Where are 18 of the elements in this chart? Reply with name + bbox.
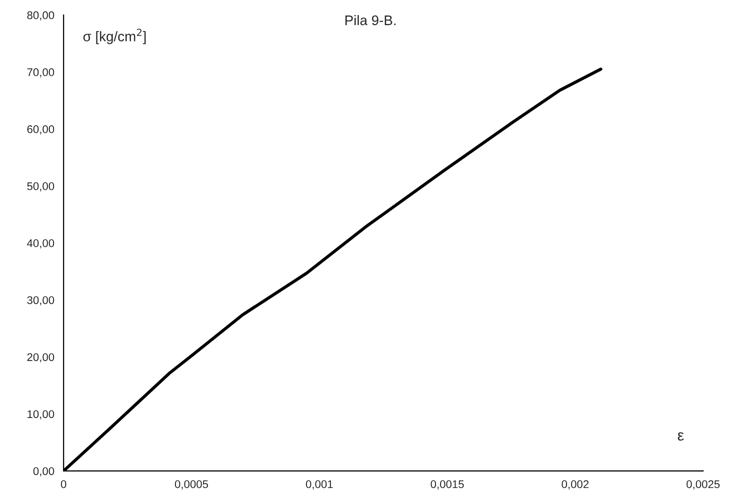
y-tick-label: 60,00 (27, 125, 54, 134)
x-tick-label: 0,0015 (430, 480, 464, 490)
y-tick-label: 40,00 (27, 239, 54, 248)
x-tick-label: 0,001 (306, 480, 333, 490)
y-tick-label: 0,00 (33, 467, 54, 476)
chart-title: Pila 9-B. (345, 15, 396, 26)
x-tick-label: 0,0025 (686, 480, 720, 490)
x-axis-title: ε (678, 432, 684, 441)
y-tick-label: 80,00 (27, 11, 54, 20)
y-axis-title: σ [kg/cm$^{2}$] (83, 28, 146, 44)
y-tick-label: 30,00 (27, 296, 54, 306)
x-tick-label: 0,0005 (174, 480, 208, 490)
y-tick-label: 10,00 (28, 410, 54, 420)
x-tick-label: 0 (60, 480, 66, 488)
y-tick-label: 20,00 (27, 353, 54, 362)
y-tick-label: 50,00 (27, 182, 54, 192)
x-tick-label: 0,002 (562, 480, 589, 490)
y-tick-label: 70,00 (27, 68, 54, 78)
